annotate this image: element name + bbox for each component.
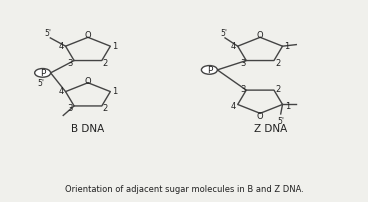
Circle shape (201, 66, 217, 75)
Text: 4: 4 (231, 42, 236, 51)
Text: O: O (85, 77, 91, 85)
Text: 3: 3 (68, 104, 73, 113)
Text: O: O (85, 31, 91, 40)
Text: 5': 5' (37, 79, 44, 88)
Text: P: P (207, 66, 212, 75)
Text: 4: 4 (59, 42, 64, 51)
Text: 1: 1 (112, 42, 117, 51)
Text: 3: 3 (68, 59, 73, 68)
Text: 2: 2 (103, 104, 108, 113)
Text: 3: 3 (240, 84, 245, 93)
Text: B DNA: B DNA (71, 124, 105, 134)
Text: Orientation of adjacent sugar molecules in B and Z DNA.: Orientation of adjacent sugar molecules … (64, 184, 304, 193)
Text: O: O (257, 112, 263, 121)
Circle shape (35, 69, 51, 78)
Text: O: O (257, 31, 263, 40)
Text: 4: 4 (230, 102, 236, 111)
Text: 2: 2 (275, 84, 280, 93)
Text: 2: 2 (103, 59, 108, 68)
Text: 5': 5' (220, 28, 227, 37)
Text: 1: 1 (284, 102, 290, 111)
Text: 1: 1 (284, 42, 290, 51)
Text: 2: 2 (275, 59, 280, 68)
Text: P: P (40, 69, 45, 78)
Text: 5': 5' (277, 116, 284, 125)
Text: 1: 1 (112, 87, 117, 96)
Text: 5': 5' (45, 28, 52, 37)
Text: Z DNA: Z DNA (254, 124, 288, 134)
Text: 3: 3 (240, 59, 245, 68)
Text: 4: 4 (59, 87, 64, 96)
